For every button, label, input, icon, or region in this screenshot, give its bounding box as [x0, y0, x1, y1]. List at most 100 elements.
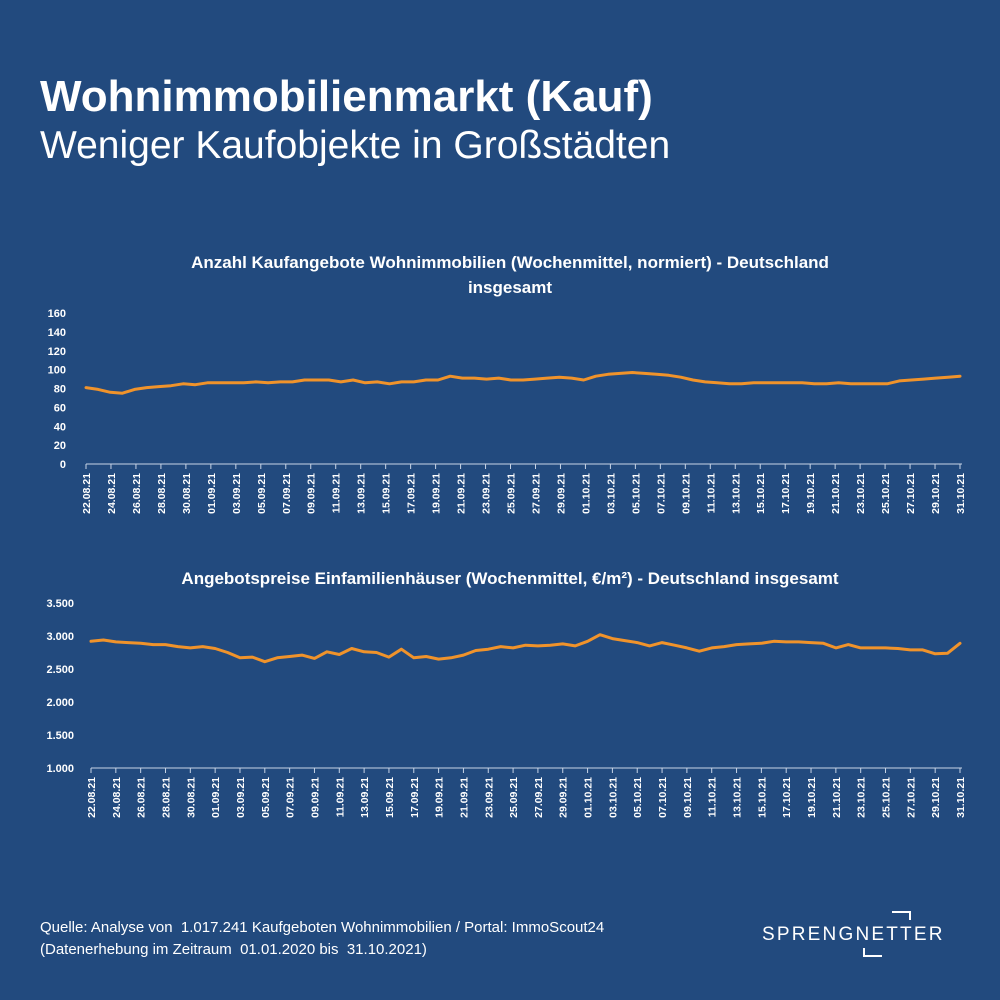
offers-data-point [424, 379, 427, 382]
prices-y-tick-label: 1.000 [46, 763, 74, 775]
prices-x-tick-label: 05.09.21 [260, 777, 272, 818]
offers-data-point [594, 375, 597, 378]
offers-data-point [327, 379, 330, 382]
chart-offers-title: Anzahl Kaufangebote Wohnimmobilien (Woch… [150, 250, 870, 300]
prices-data-point [872, 646, 875, 649]
prices-x-tick-label: 15.10.21 [756, 777, 768, 818]
offers-data-point [607, 373, 610, 376]
offers-x-tick-label: 31.10.21 [955, 473, 967, 514]
prices-x-tick-label: 01.10.21 [583, 777, 595, 818]
offers-data-point [789, 381, 792, 384]
offers-y-tick-label: 160 [48, 308, 66, 320]
offers-data-point [279, 380, 282, 383]
prices-data-point [176, 645, 179, 648]
prices-data-point [251, 656, 254, 659]
prices-x-tick-label: 27.10.21 [905, 777, 917, 818]
prices-data-point [338, 653, 341, 656]
prices-data-point [425, 655, 428, 658]
logo-text: SPRENGNETTER [762, 924, 945, 945]
offers-data-point [97, 388, 100, 391]
prices-x-tick-label: 23.09.21 [483, 777, 495, 818]
offers-x-tick-label: 09.09.21 [306, 473, 318, 514]
prices-x-tick-label: 26.08.21 [136, 777, 148, 818]
offers-x-tick-label: 27.10.21 [905, 473, 917, 514]
offers-x-tick-label: 03.10.21 [605, 473, 617, 514]
offers-data-point [886, 382, 889, 385]
prices-data-point [797, 640, 800, 643]
prices-y-tick-label: 2.500 [46, 664, 74, 676]
prices-x-tick-label: 17.10.21 [781, 777, 793, 818]
offers-x-tick-label: 19.10.21 [805, 473, 817, 514]
offers-data-point [619, 372, 622, 375]
offers-data-point [339, 380, 342, 383]
prices-x-tick-label: 27.09.21 [533, 777, 545, 818]
chart-prices: 1.000 1.500 2.000 2.500 3.000 3.500 22.08.21 24… [46, 598, 967, 818]
offers-x-tick-label: 19.09.21 [431, 473, 443, 514]
prices-data-point [934, 652, 937, 655]
offers-data-point [643, 372, 646, 375]
prices-data-point [698, 650, 701, 653]
prices-data-point [164, 643, 167, 646]
page-title: Wohnimmobilienmarkt (Kauf) [40, 72, 653, 121]
prices-y-tick-label: 3.000 [46, 631, 74, 643]
offers-x-tick-label: 11.09.21 [331, 473, 343, 513]
prices-data-point [524, 644, 527, 647]
offers-data-point [473, 377, 476, 380]
prices-x-tick-label: 23.10.21 [856, 777, 868, 818]
prices-data-point [599, 633, 602, 636]
prices-x-tick-label: 30.08.21 [185, 777, 197, 818]
prices-x-tick-label: 25.10.21 [881, 777, 893, 818]
offers-x-tick-label: 26.08.21 [131, 473, 143, 514]
prices-data-point [350, 647, 353, 650]
prices-x-tick-label: 01.09.21 [210, 777, 222, 818]
offers-data-point [874, 382, 877, 385]
prices-data-point [822, 642, 825, 645]
offers-data-point [254, 380, 257, 383]
chart-offers-title-line-1: Anzahl Kaufangebote Wohnimmobilien (Woch… [191, 253, 829, 272]
prices-data-point [499, 645, 502, 648]
prices-data-point [363, 650, 366, 653]
prices-x-tick-label: 31.10.21 [955, 777, 967, 818]
prices-data-point [785, 640, 788, 643]
offers-data-point [813, 382, 816, 385]
prices-data-point [636, 641, 639, 644]
prices-data-point [189, 646, 192, 649]
prices-data-point [735, 643, 738, 646]
chart-offers: 0 20 40 60 80 100 120 140 160 22.08.21 24.08.21 26.… [48, 308, 967, 514]
offers-data-point [764, 381, 767, 384]
prices-data-point [685, 646, 688, 649]
prices-data-point [226, 651, 229, 654]
prices-x-tick-label: 11.09.21 [334, 777, 346, 817]
prices-data-point [661, 641, 664, 644]
prices-data-point [412, 656, 415, 659]
offers-data-point [546, 377, 549, 380]
prices-data-point [561, 642, 564, 645]
offers-data-point [133, 388, 136, 391]
offers-x-tick-label: 23.10.21 [855, 473, 867, 514]
prices-x-tick-label: 22.08.21 [86, 777, 98, 818]
offers-data-point [776, 381, 779, 384]
prices-data-point [325, 650, 328, 653]
prices-x-tick-label: 05.10.21 [632, 777, 644, 818]
offers-x-tick-label: 01.09.21 [206, 473, 218, 514]
offers-x-tick-label: 23.09.21 [481, 473, 493, 514]
offers-x-tick-label: 11.10.21 [705, 473, 717, 513]
prices-x-tick-label: 11.10.21 [707, 777, 719, 817]
offers-y-tick-label: 80 [54, 384, 66, 396]
offers-data-point [801, 381, 804, 384]
prices-data-point [313, 657, 316, 660]
prices-data-point [574, 644, 577, 647]
offers-x-tick-label: 22.08.21 [81, 473, 93, 514]
offers-x-tick-label: 28.08.21 [156, 473, 168, 514]
offers-data-point [497, 377, 500, 380]
offers-x-tick-label: 05.10.21 [630, 473, 642, 514]
offers-data-point [461, 377, 464, 380]
offers-data-point [740, 382, 743, 385]
prices-data-point [288, 655, 291, 658]
offers-x-tick-label: 21.09.21 [456, 473, 468, 514]
offers-data-point [194, 383, 197, 386]
prices-x-tick-label: 28.08.21 [160, 777, 172, 818]
source-note: Quelle: Analyse von 1.017.241 Kaufgebote… [40, 917, 604, 961]
offers-data-point [728, 382, 731, 385]
prices-data-point [139, 642, 142, 645]
